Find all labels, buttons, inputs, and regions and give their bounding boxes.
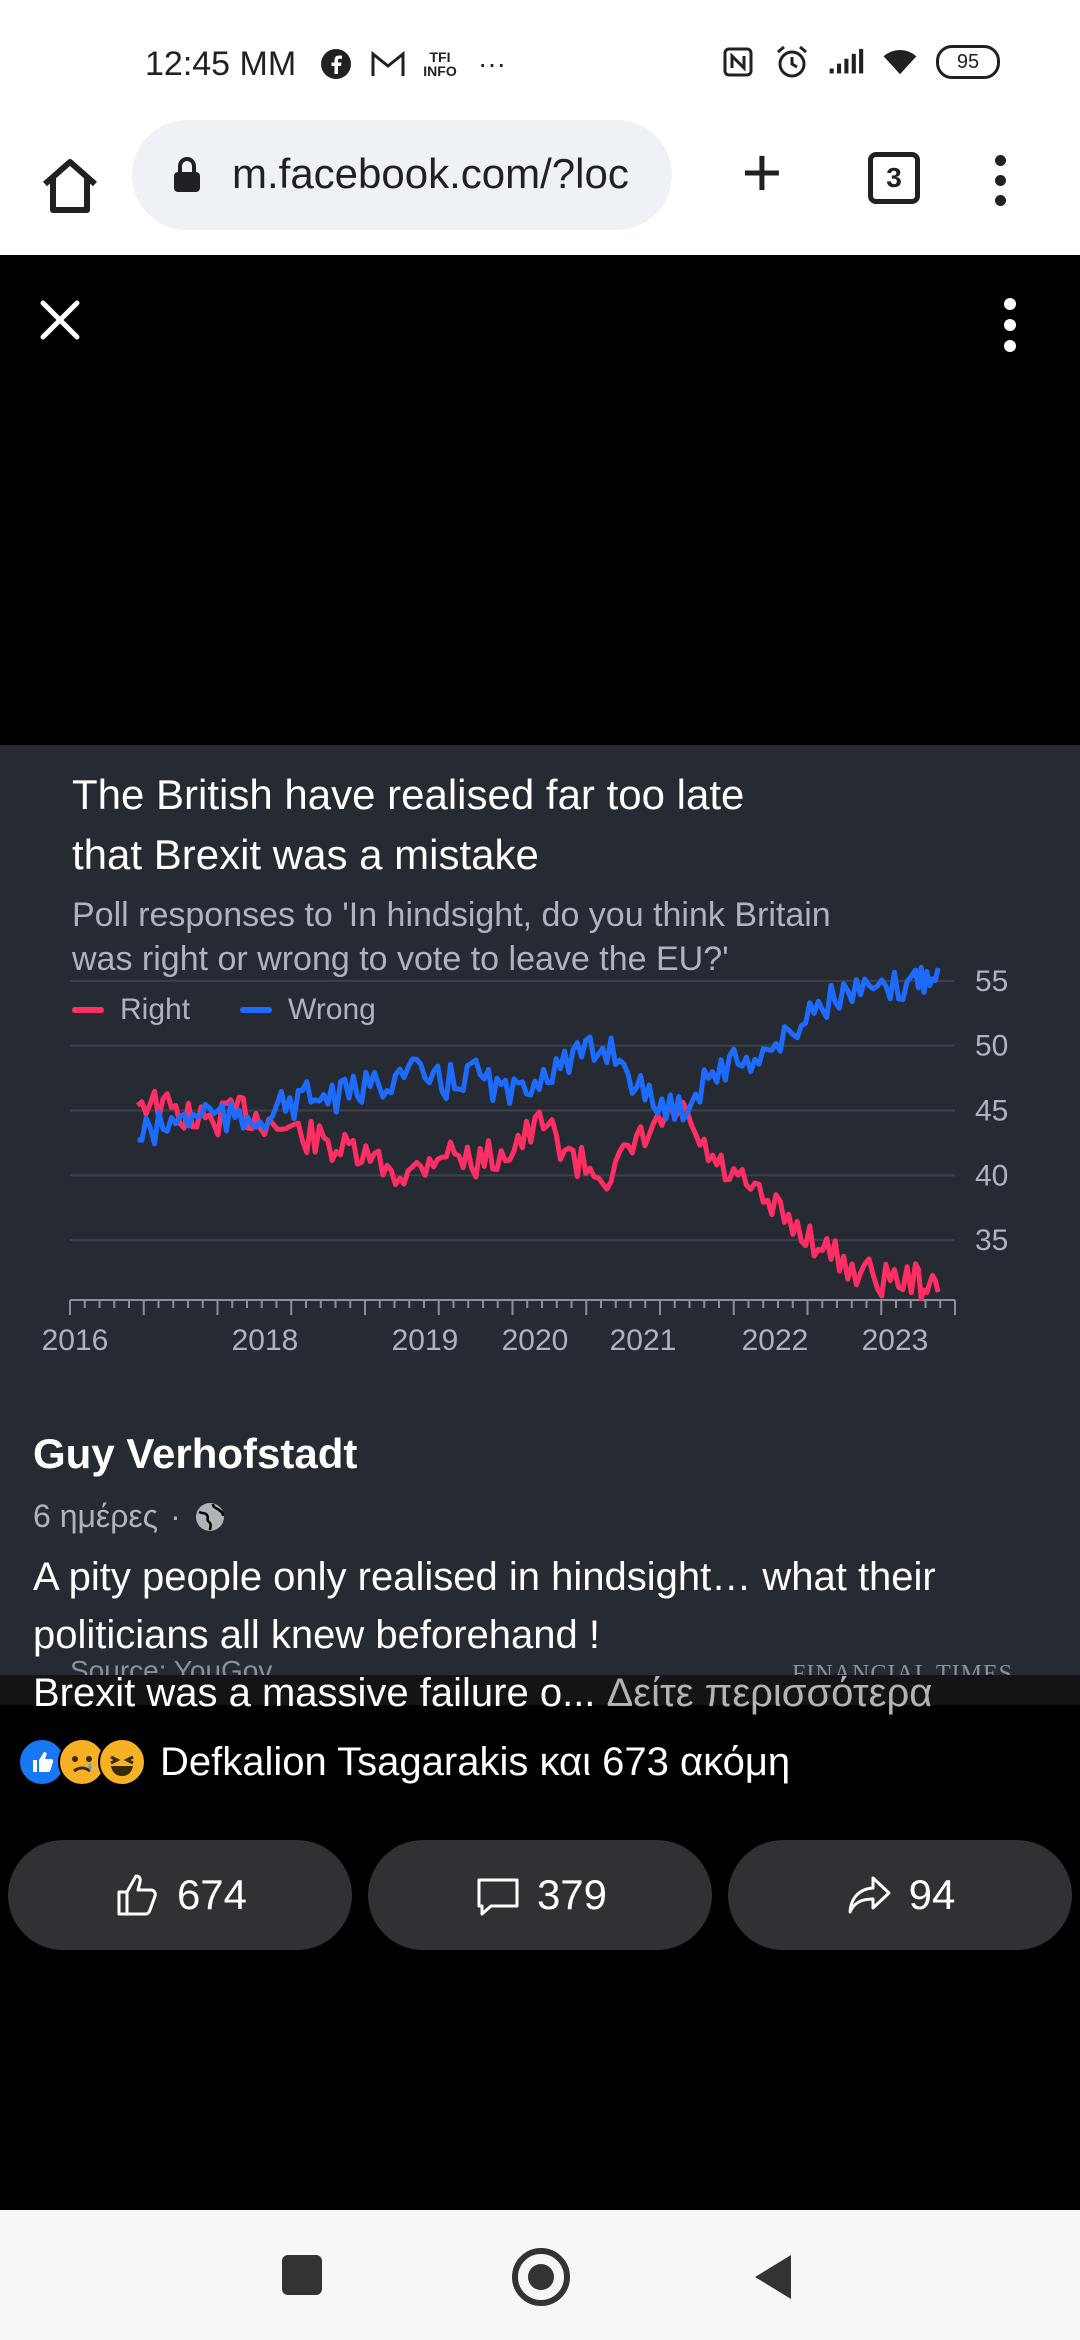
home-button[interactable] <box>35 150 105 220</box>
tab-switcher-button[interactable]: 3 <box>868 152 920 204</box>
x-tick-label: 2022 <box>742 1324 809 1357</box>
chart-legend: Right Wrong <box>72 993 376 1027</box>
chart-plot: 35 40 45 50 55 2016 2018 2019 2020 2021 2022 2023 <box>42 964 1008 1357</box>
chart-title-line1: The British have realised far too late <box>72 771 745 818</box>
series-line-wrong <box>137 964 941 1147</box>
chart-title: The British have realised far too late t… <box>72 765 972 885</box>
share-button[interactable]: 94 <box>728 1840 1072 1950</box>
thumbs-up-icon <box>117 1874 157 1916</box>
home-icon <box>43 159 97 213</box>
status-time: 12:45 MM <box>145 45 297 83</box>
more-icon: ··· <box>478 48 506 79</box>
legend-label-wrong: Wrong <box>288 993 376 1026</box>
nfc-icon <box>720 44 756 80</box>
wifi-icon <box>882 44 918 80</box>
x-tick-label: 2018 <box>232 1324 299 1357</box>
address-bar[interactable]: m.facebook.com/?loc <box>132 120 672 230</box>
legend-swatch-wrong <box>240 1007 273 1013</box>
chart-image: The British have realised far too late t… <box>0 745 1080 1687</box>
chart-title-line2: that Brexit was a mistake <box>72 831 539 878</box>
close-button[interactable] <box>35 295 85 345</box>
info-icon: TFI INFO <box>423 49 457 79</box>
facebook-icon <box>318 46 354 82</box>
legend-swatch-right <box>72 1007 104 1013</box>
post-meta: 6 ημέρες · <box>33 1498 227 1535</box>
y-tick-label: 50 <box>975 1030 1008 1063</box>
haha-reaction-icon <box>98 1738 146 1786</box>
reactions-text: Defkalion Tsagarakis και 673 ακόμη <box>160 1739 791 1784</box>
status-bar: 12:45 MM TFI INFO ··· 95 <box>0 0 1080 120</box>
y-tick-label: 45 <box>975 1095 1008 1128</box>
sad-reaction-icon <box>58 1738 106 1786</box>
post-text: A pity people only realised in hindsight… <box>33 1555 936 1657</box>
chart-subtitle-line2: was right or wrong to vote to leave the … <box>72 940 729 978</box>
browser-menu-button[interactable] <box>990 150 1010 210</box>
browser-toolbar: m.facebook.com/?loc + 3 <box>0 120 1080 256</box>
like-count: 674 <box>176 1871 248 1918</box>
y-tick-label: 55 <box>975 965 1008 998</box>
chart-subtitle-line1: Poll responses to 'In hindsight, do you … <box>72 896 831 934</box>
meta-separator: · <box>170 1498 181 1534</box>
signal-icon <box>828 44 864 80</box>
caption-gradient <box>0 1675 1080 1705</box>
share-count: 94 <box>908 1871 956 1918</box>
chart-subtitle: Poll responses to 'In hindsight, do you … <box>72 893 992 981</box>
y-tick-label: 35 <box>975 1224 1008 1257</box>
legend-label-right: Right <box>120 993 191 1026</box>
status-right-icons: 95 <box>720 40 1000 84</box>
x-tick-label: 2021 <box>610 1324 677 1357</box>
reactions-summary[interactable]: Defkalion Tsagarakis και 673 ακόμη <box>18 1738 790 1786</box>
home-nav-button[interactable] <box>512 2248 570 2306</box>
x-tick-label: 2016 <box>42 1324 109 1357</box>
lock-icon <box>172 156 202 194</box>
post-author[interactable]: Guy Verhofstadt <box>33 1430 358 1477</box>
back-button[interactable] <box>755 2255 791 2299</box>
new-tab-button[interactable]: + <box>741 133 783 211</box>
legend-right: Right <box>72 993 190 1027</box>
comment-button[interactable]: 379 <box>368 1840 712 1950</box>
x-tick-label: 2019 <box>392 1324 459 1357</box>
gmail-icon <box>370 46 406 82</box>
battery-indicator: 95 <box>936 45 1000 79</box>
comment-icon <box>477 1878 519 1916</box>
x-tick-label: 2020 <box>502 1324 569 1357</box>
legend-wrong: Wrong <box>240 993 376 1027</box>
share-icon <box>848 1876 891 1914</box>
comment-count: 379 <box>536 1871 608 1918</box>
close-icon <box>40 300 80 340</box>
action-bar: 674 379 94 <box>8 1840 1072 1950</box>
url-text: m.facebook.com/?loc <box>232 150 629 197</box>
post-text-truncated: Brexit was a massive failure o... <box>33 1671 596 1715</box>
status-left-icons: TFI INFO ··· <box>318 44 510 84</box>
alarm-icon <box>774 44 810 80</box>
y-tick-label: 40 <box>975 1159 1008 1192</box>
globe-icon <box>195 1502 224 1531</box>
viewer-menu-button[interactable] <box>995 293 1025 353</box>
x-tick-label: 2023 <box>862 1324 929 1357</box>
like-button[interactable]: 674 <box>8 1840 352 1950</box>
see-more-link[interactable]: Δείτε περισσότερα <box>606 1671 933 1715</box>
post-time[interactable]: 6 ημέρες <box>33 1498 159 1534</box>
recents-button[interactable] <box>282 2255 322 2295</box>
post-text-continued: Brexit was a massive failure o... Δείτε … <box>33 1664 1073 1722</box>
series-line-right <box>135 1088 941 1302</box>
system-nav-bar <box>0 2210 1080 2340</box>
